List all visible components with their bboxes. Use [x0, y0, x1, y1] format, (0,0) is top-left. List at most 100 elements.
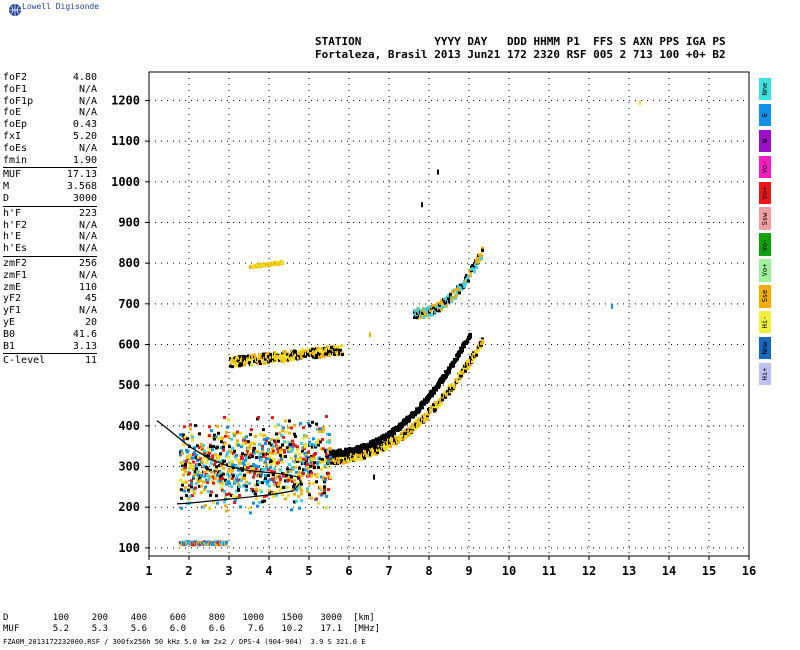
- trace-point: [308, 353, 311, 357]
- trace-point: [216, 424, 219, 428]
- trace-point: [261, 359, 264, 363]
- legend-entry: Sse: [759, 285, 771, 308]
- trace-point: [211, 448, 214, 452]
- trace-point: [326, 466, 329, 470]
- trace-point: [428, 311, 431, 315]
- trace-point: [356, 447, 359, 451]
- trace-point: [308, 424, 311, 428]
- trace-point: [415, 313, 418, 317]
- trace-point: [327, 457, 330, 461]
- param-value: 3000: [72, 192, 97, 204]
- trace-point: [448, 387, 451, 391]
- trace-point: [256, 504, 259, 508]
- trace-point: [270, 462, 273, 466]
- trace-point: [240, 445, 243, 449]
- trace-point: [310, 460, 313, 464]
- trace-point: [304, 452, 307, 456]
- trace-point: [450, 298, 453, 302]
- trace-point: [462, 282, 465, 286]
- trace-point: [326, 462, 329, 466]
- trace-point: [251, 455, 254, 459]
- trace-point: [282, 435, 285, 439]
- trace-point: [281, 359, 284, 363]
- trace-point: [298, 475, 301, 479]
- trace-point: [296, 459, 299, 463]
- trace-point: [296, 445, 299, 449]
- trace-point: [289, 443, 292, 447]
- trace-point: [260, 472, 263, 476]
- trace-point: [368, 443, 371, 447]
- trace-point: [319, 460, 322, 464]
- param-value: 11: [84, 355, 97, 367]
- plot-frame: [148, 71, 750, 557]
- trace-point: [271, 416, 274, 420]
- trace-point: [195, 482, 198, 486]
- param-name: foEp: [3, 119, 28, 131]
- trace-point: [426, 415, 429, 419]
- trace-point: [344, 449, 347, 453]
- trace-point: [291, 445, 294, 449]
- trace-point: [221, 436, 224, 440]
- trace-point: [236, 496, 239, 500]
- trace-point: [243, 463, 246, 467]
- trace-point: [244, 453, 247, 457]
- trace-point: [245, 480, 248, 484]
- trace-point: [270, 459, 273, 463]
- legend-label: Ssw: [761, 212, 769, 225]
- trace-point: [307, 421, 310, 425]
- trace-point: [254, 434, 257, 438]
- trace-point: [270, 469, 273, 473]
- trace-point: [255, 467, 258, 471]
- trace-point: [276, 445, 279, 449]
- trace-point: [240, 363, 243, 367]
- trace-point: [203, 451, 206, 455]
- trace-point: [290, 349, 293, 353]
- trace-point: [296, 448, 299, 452]
- param-name: B0: [3, 328, 16, 340]
- trace-point: [278, 481, 281, 485]
- x-tick-label: 6: [345, 564, 352, 578]
- trace-point: [340, 457, 343, 461]
- trace-point: [294, 444, 297, 448]
- trace-point: [232, 494, 235, 498]
- trace-point: [327, 348, 330, 352]
- trace-point: [255, 496, 258, 500]
- trace-point: [295, 470, 298, 474]
- x-tick-label: 11: [542, 564, 556, 578]
- trace-point: [226, 425, 229, 429]
- trace-point: [245, 355, 248, 359]
- trace-point: [469, 363, 472, 367]
- trace-point: [240, 478, 243, 482]
- trace-point: [315, 349, 318, 353]
- scatter-point: [639, 100, 641, 106]
- trace-point: [400, 434, 403, 438]
- trace-point: [285, 474, 288, 478]
- x-tick-label: 10: [502, 564, 516, 578]
- trace-point: [214, 474, 217, 478]
- trace-point: [336, 451, 339, 455]
- trace-point: [316, 347, 319, 351]
- trace-point: [293, 479, 296, 483]
- trace-point: [210, 458, 213, 462]
- legend-label: Hi-: [761, 315, 769, 329]
- legend-entry: Hi-: [759, 311, 771, 334]
- trace-point: [207, 489, 210, 493]
- trace-point: [246, 456, 249, 460]
- trace-point: [302, 426, 305, 430]
- trace-point: [221, 482, 224, 486]
- trace-point: [455, 294, 458, 298]
- distance-value: 3000: [320, 613, 342, 623]
- trace-point: [314, 356, 317, 360]
- trace-point: [323, 485, 326, 489]
- trace-point: [375, 437, 378, 441]
- trace-point: [242, 358, 245, 362]
- trace-point: [181, 451, 184, 455]
- trace-point: [237, 482, 240, 486]
- trace-point: [350, 457, 353, 461]
- trace-point: [253, 472, 256, 476]
- trace-point: [433, 391, 436, 395]
- trace-point: [306, 466, 309, 470]
- trace-point: [286, 467, 289, 471]
- trace-point: [247, 462, 250, 466]
- trace-point: [285, 358, 288, 362]
